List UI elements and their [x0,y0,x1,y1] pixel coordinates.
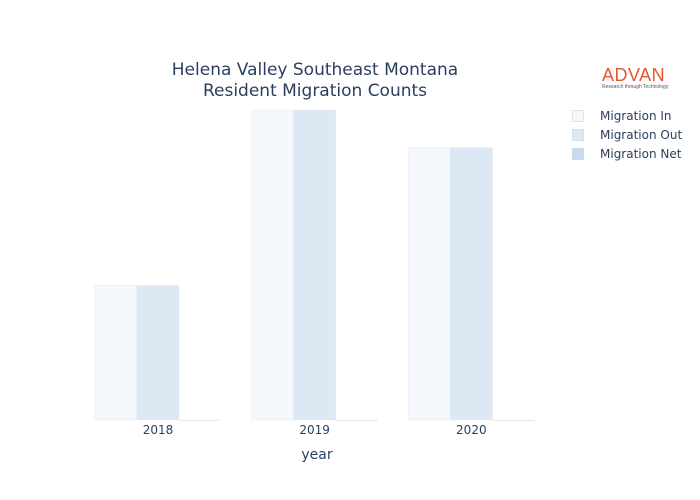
legend-item-migration-net[interactable]: Migration Net [572,144,682,163]
chart-title-line-1: Helena Valley Southeast Montana [171,60,459,80]
chart-title-line-2: Resident Migration Counts [202,81,428,101]
legend-label-migration-out: Migration Out [600,127,683,142]
x-tick-label: 2018 [143,423,174,437]
bar-migration-out-2020[interactable] [450,147,493,421]
bar-migration-in-2020[interactable] [408,147,451,421]
legend-label-migration-in: Migration In [600,108,672,123]
bar-migration-in-2019[interactable] [251,109,294,421]
bar-migration-net-2020[interactable] [492,419,535,421]
legend-swatch-migration-net [572,147,584,160]
advan-logo: ADVAN Research through Technology [602,66,672,90]
bar-migration-in-2018[interactable] [94,285,138,421]
bar-migration-out-2019[interactable] [293,109,336,421]
legend-swatch-migration-out [572,128,584,141]
x-axis-label: year [301,447,333,463]
bar-migration-net-2019[interactable] [335,419,378,421]
logo-tagline: Research through Technology [602,84,669,90]
legend-swatch-migration-in [572,109,584,122]
logo-wordmark: ADVAN [602,65,666,85]
legend-item-migration-out[interactable]: Migration Out [572,125,682,144]
legend: Migration In Migration Out Migration Net [572,106,682,163]
bar-migration-out-2018[interactable] [136,285,180,421]
legend-label-migration-net: Migration Net [600,146,682,161]
bar-migration-net-2018[interactable] [178,419,222,421]
legend-item-migration-in[interactable]: Migration In [572,106,682,125]
x-tick-label: 2019 [299,423,330,437]
x-tick-label: 2020 [456,423,487,437]
